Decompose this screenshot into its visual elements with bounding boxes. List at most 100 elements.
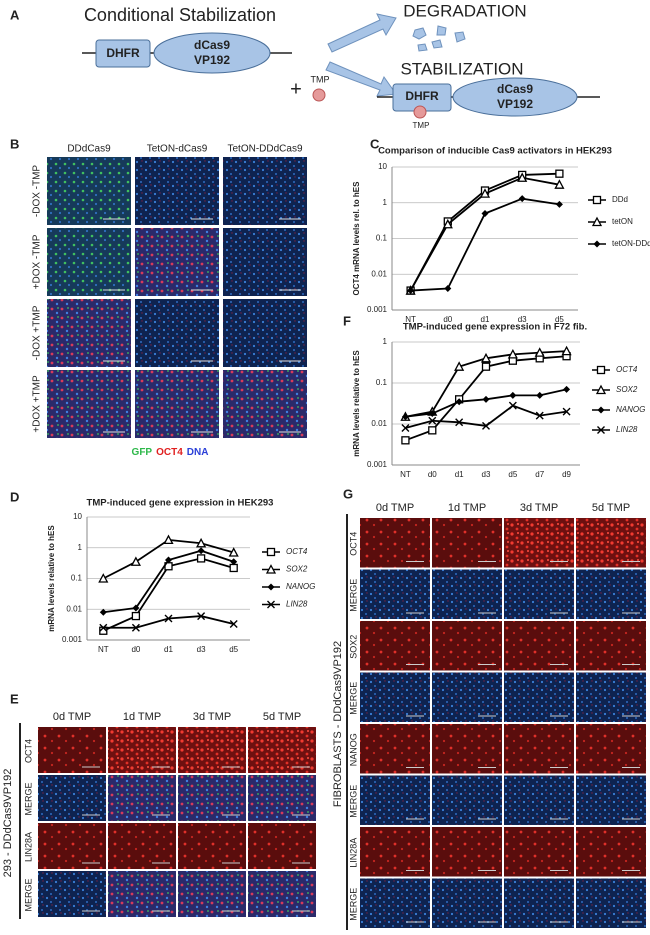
micrograph [178,727,246,773]
x-tick-label: NT [400,470,411,479]
micrograph [576,775,646,825]
marker [163,534,174,545]
micrograph [248,871,316,917]
marker [131,611,141,621]
marker [555,169,564,178]
marker [482,395,490,403]
micrograph [47,228,131,296]
marker [165,556,172,564]
y-tick-label: 10 [73,512,82,521]
dhfr-text: DHFR [106,46,140,60]
row-label: OCT4 [23,739,33,763]
micrograph [504,878,574,928]
vp192-text: VP192 [194,53,230,67]
micrograph [504,827,574,877]
column-title: 3d TMP [193,711,231,723]
marker [591,216,603,227]
row-label: MERGE [348,785,358,818]
tmp-molecule [312,88,326,102]
micrograph [504,569,574,619]
dhfr-box [95,39,151,68]
micrograph [360,672,430,722]
micrograph [504,621,574,671]
x-tick-label: d1 [455,470,464,479]
micrograph [248,727,316,773]
micrograph [432,827,502,877]
stain-name: OCT4 [156,447,183,458]
micrograph [504,672,574,722]
panel-label: B [10,136,19,151]
x-tick-label: d7 [535,470,544,479]
marker [597,406,605,414]
micrograph [360,827,430,877]
chart-title: Comparison of inducible Cas9 activators … [378,146,612,157]
micrograph [108,727,176,773]
micrograph [223,299,307,367]
marker [266,547,276,557]
panel-label: D [10,489,19,504]
x-tick-label: d1 [164,645,173,654]
panel-label: G [343,486,353,501]
marker [482,421,490,430]
tmp-label: TMP [311,74,330,84]
stain-legend: GFP OCT4 DNA [132,447,209,458]
marker [265,564,277,574]
marker [230,558,238,566]
marker [554,179,565,189]
marker [455,418,464,427]
marker [534,347,545,357]
marker [593,240,601,248]
marker [597,426,605,434]
legend-label: tetON [612,217,633,226]
row-label: NANOG [348,733,358,766]
micrograph [576,569,646,619]
y-axis-label: OCT4 mRNA levels rel. to hES [352,181,361,296]
legend-label: OCT4 [286,547,308,556]
marker [130,556,141,566]
micrograph [38,871,106,917]
row-label: SOX2 [348,635,358,659]
y-tick-label: 1 [383,198,388,207]
x-tick-label: d9 [562,470,571,479]
marker [99,608,107,616]
micrograph [47,157,131,225]
dcas9-text: dCas9 [194,38,230,52]
panel-label: C [370,136,380,151]
marker [131,623,140,632]
micrograph [360,518,430,568]
micrograph [38,727,106,773]
panel-label: A [10,7,20,22]
y-tick-label: 0.01 [371,269,387,278]
y-tick-label: 0.001 [62,635,83,644]
legend-label: tetON-DDd [612,239,650,248]
row-label: MERGE [23,782,33,815]
column-title: 5d TMP [263,711,301,723]
micrograph [47,299,131,367]
micrograph [360,878,430,928]
row-label: +DOX +TMP [32,375,43,433]
marker [428,416,437,425]
marker [197,547,205,555]
marker [99,623,108,632]
row-label: MERGE [348,888,358,921]
arrow-stabilization [325,61,397,97]
y-tick-label: 0.1 [376,234,388,243]
stain-name: GFP [132,447,153,458]
marker [197,612,206,621]
row-label: MERGE [348,579,358,612]
micrograph [360,775,430,825]
micrograph [223,370,307,438]
marker [228,547,239,557]
tmp-label: TMP [413,121,430,130]
micrograph [108,775,176,821]
marker [481,210,489,218]
micrograph [178,823,246,869]
y-tick-label: 0.01 [66,604,82,613]
column-title: TetON-DDdCas9 [227,144,302,155]
marker [480,352,492,363]
row-label: LIN28A [348,838,358,868]
marker [562,407,571,416]
micrograph [504,518,574,568]
marker [455,398,463,406]
column-title: 0d TMP [53,711,91,723]
